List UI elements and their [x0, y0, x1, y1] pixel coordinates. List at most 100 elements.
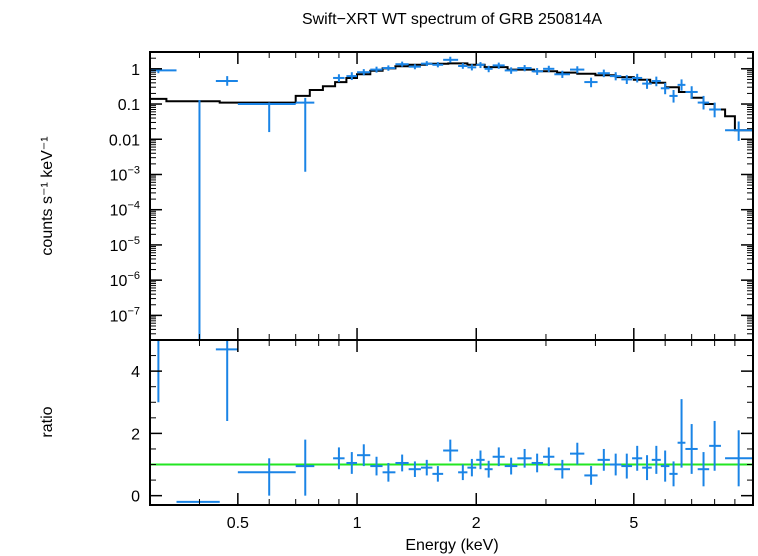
spectrum-point-30 — [632, 73, 643, 83]
spectrum-point-35 — [677, 79, 686, 91]
spectrum-y-tick-label-5: 10−5 — [110, 235, 140, 255]
ratio-point-3 — [237, 458, 296, 496]
spectrum-point-38 — [709, 102, 721, 118]
spectrum-point-34 — [669, 90, 678, 103]
spectrum-point-12 — [420, 61, 433, 67]
ratio-point-26 — [584, 466, 598, 485]
spectrum-point-26 — [584, 77, 598, 88]
ratio-point-30 — [632, 445, 643, 471]
spectrum-point-32 — [651, 76, 661, 87]
spectrum-y-tick-label-4: 10−4 — [110, 200, 140, 220]
ratio-y-axis-label: ratio — [39, 406, 56, 437]
ratio-point-6 — [346, 452, 358, 474]
spectrum-point-10 — [395, 61, 409, 67]
spectrum-point-9 — [382, 65, 396, 71]
spectrum-panel: 1 0.1 0.01 10−3 10−4 10−5 10−6 10−7 counts s⁻¹ … — [39, 51, 754, 341]
spectrum-point-13 — [432, 62, 444, 68]
x-tick-label-1: 1 — [353, 515, 362, 532]
spectrum-data-points — [150, 56, 753, 341]
ratio-point-13 — [432, 466, 444, 482]
spectrum-point-29 — [621, 75, 633, 85]
spectrum-point-16 — [467, 64, 477, 71]
ratio-point-27 — [597, 448, 610, 471]
spectrum-y-tick-label-2: 0.01 — [109, 132, 140, 149]
ratio-point-32 — [651, 445, 661, 474]
spectrum-point-27 — [597, 69, 610, 78]
ratio-point-9 — [382, 462, 396, 482]
ratio-y-tick-label-2: 4 — [131, 364, 140, 381]
spectrum-y-tick-label-1: 0.1 — [118, 97, 140, 114]
ratio-point-19 — [492, 447, 505, 467]
spectrum-frame — [149, 51, 754, 341]
ratio-point-17 — [476, 450, 485, 470]
ratio-y-tick-label-0: 0 — [131, 489, 140, 506]
x-axis-ticks: 0.5 1 2 5 — [198, 52, 736, 532]
ratio-frame — [149, 339, 754, 506]
ratio-point-10 — [395, 454, 409, 472]
ratio-panel: 0 2 4 ratio — [39, 339, 754, 506]
spectrum-point-19 — [492, 62, 505, 69]
spectrum-point-15 — [458, 63, 468, 69]
ratio-point-29 — [621, 453, 633, 479]
spectrum-point-17 — [476, 62, 485, 69]
ratio-point-24 — [554, 459, 570, 479]
spectrum-point-33 — [660, 82, 670, 95]
spectrum-point-21 — [517, 65, 532, 72]
spectrum-point-22 — [531, 68, 544, 75]
ratio-point-12 — [420, 459, 433, 476]
ratio-point-35 — [677, 399, 686, 468]
ratio-data-points — [150, 339, 753, 503]
spectrum-point-11 — [408, 64, 421, 70]
spectrum-point-5 — [333, 74, 345, 83]
spectrum-y-tick-label-6: 10−6 — [110, 270, 140, 290]
ratio-point-7 — [357, 444, 371, 467]
spectrum-point-31 — [642, 78, 652, 89]
spectrum-point-7 — [357, 69, 371, 76]
ratio-point-11 — [408, 461, 421, 477]
spectrum-point-3 — [237, 102, 296, 133]
spectrum-point-20 — [504, 67, 518, 74]
x-tick-label-2: 2 — [472, 515, 481, 532]
ratio-point-37 — [697, 452, 710, 487]
ratio-point-8 — [370, 456, 383, 476]
x-tick-label-0: 0.5 — [227, 515, 249, 532]
spectrum-y-axis-label: counts s⁻¹ keV⁻¹ — [39, 136, 56, 255]
chart-title: Swift−XRT WT spectrum of GRB 250814A — [302, 11, 602, 28]
spectrum-point-28 — [609, 72, 622, 81]
spectrum-point-37 — [697, 95, 710, 110]
model-curve — [150, 62, 753, 132]
spectrum-point-23 — [543, 65, 555, 73]
ratio-point-4 — [295, 439, 315, 496]
spectrum-point-8 — [370, 66, 383, 73]
spectrum-point-36 — [685, 86, 698, 99]
spectrum-y-tick-label-0: 1 — [131, 62, 140, 79]
spectrum-point-25 — [569, 66, 585, 74]
spectrum-point-39 — [725, 121, 753, 141]
ratio-point-38 — [709, 420, 721, 471]
ratio-point-21 — [517, 448, 532, 468]
ratio-point-39 — [725, 430, 753, 487]
ratio-point-14 — [443, 439, 459, 462]
ratio-ticks: 0 2 4 — [131, 339, 753, 506]
ratio-point-15 — [458, 464, 468, 481]
spectrum-y-tick-label-3: 10−3 — [110, 164, 140, 184]
ratio-point-34 — [669, 461, 678, 487]
ratio-point-2 — [215, 340, 238, 421]
ratio-point-33 — [660, 450, 670, 482]
ratio-point-16 — [467, 458, 477, 477]
ratio-point-20 — [504, 457, 518, 475]
ratio-point-5 — [333, 447, 345, 470]
spectrum-point-1 — [176, 100, 220, 341]
spectrum-point-24 — [554, 70, 570, 78]
model-step-line — [150, 62, 753, 132]
ratio-point-28 — [609, 453, 622, 476]
ratio-point-36 — [685, 424, 698, 474]
ratio-point-23 — [543, 447, 555, 467]
spectrum-point-18 — [484, 65, 493, 73]
spectrum-point-4 — [295, 97, 315, 172]
ratio-point-22 — [531, 453, 544, 473]
spectrum-point-6 — [346, 72, 358, 81]
ratio-point-25 — [569, 442, 585, 465]
x-axis-label: Energy (keV) — [405, 537, 498, 554]
